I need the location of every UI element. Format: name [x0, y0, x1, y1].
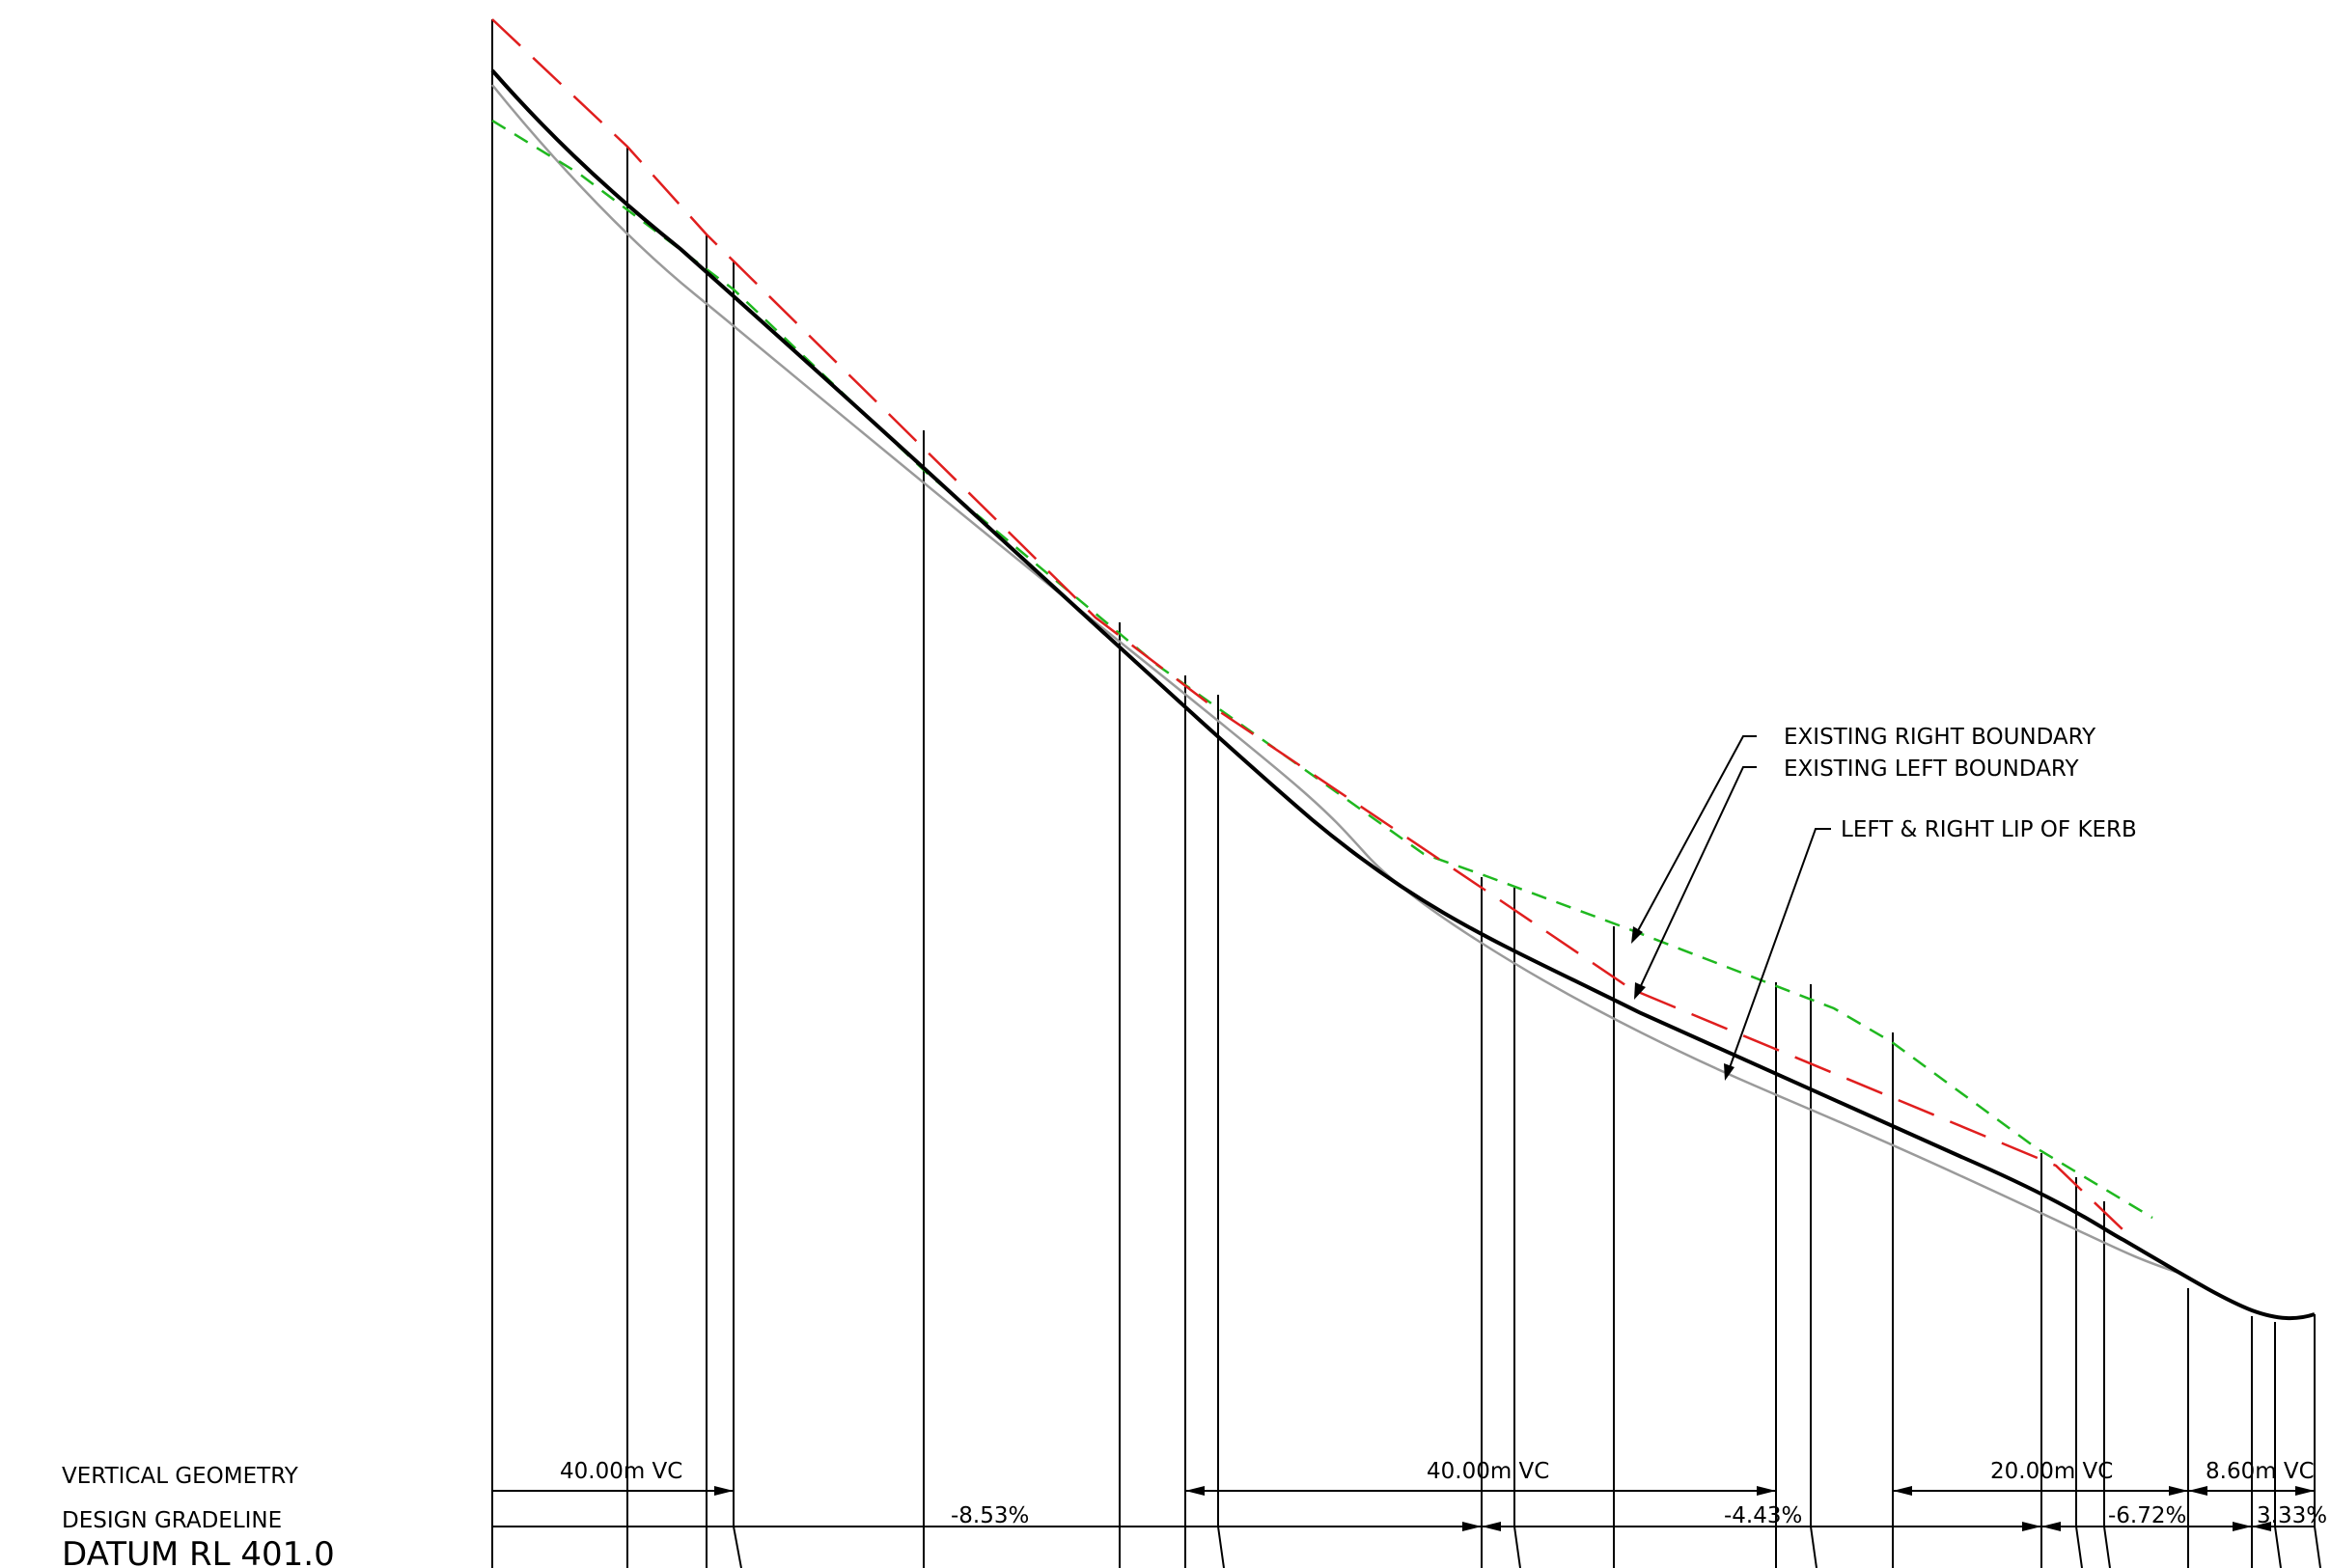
arrowhead	[1631, 926, 1643, 944]
arrowhead	[2041, 1522, 2061, 1531]
label-existing-right-boundary: EXISTING RIGHT BOUNDARY	[1784, 725, 2096, 750]
label-existing-left-boundary: EXISTING LEFT BOUNDARY	[1784, 756, 2079, 782]
vc-label: 40.00m VC	[1427, 1459, 1549, 1484]
arrowhead	[1462, 1522, 1482, 1531]
arrowhead	[714, 1486, 734, 1496]
station-line	[2075, 1177, 2083, 1568]
station-line	[1810, 984, 1818, 1568]
arrowhead	[2169, 1486, 2188, 1496]
leader-left-boundary	[1637, 766, 1757, 993]
vc-label: 40.00m VC	[560, 1459, 682, 1484]
arrowhead	[2252, 1522, 2271, 1531]
row-label-vertical-geometry: VERTICAL GEOMETRY	[62, 1464, 299, 1489]
vc-label: 20.00m VC	[1990, 1459, 2113, 1484]
vc-label: 8.60m VC	[2206, 1459, 2315, 1484]
leader-lip-of-kerb	[1727, 828, 1831, 1074]
station-line	[1217, 695, 1225, 1568]
grade-label: -4.43%	[1724, 1503, 1802, 1528]
design-gradeline-line	[490, 69, 2316, 1321]
grade-label: -6.72%	[2108, 1503, 2186, 1528]
lip-of-kerb-line	[491, 84, 2182, 1276]
arrowhead	[1757, 1486, 1776, 1496]
station-line	[733, 261, 742, 1568]
arrowhead	[1724, 1063, 1734, 1081]
station-line	[2314, 1314, 2321, 1568]
existing-right-boundary-line	[491, 119, 2153, 1220]
grade-label: -8.53%	[951, 1503, 1029, 1528]
station-line	[2274, 1322, 2282, 1568]
leader-right-boundary	[1634, 735, 1757, 937]
arrowhead	[2233, 1522, 2252, 1531]
arrowhead	[2188, 1486, 2207, 1496]
annotation-leaders	[1634, 735, 1831, 1074]
grade-arrowheads	[1462, 1522, 2271, 1531]
arrowhead	[1634, 982, 1646, 1000]
arrowhead	[1893, 1486, 1912, 1496]
row-label-datum: DATUM RL 401.0	[62, 1535, 335, 1568]
label-lip-of-kerb: LEFT & RIGHT LIP OF KERB	[1841, 817, 2137, 842]
grade-label: 3.33%	[2257, 1503, 2327, 1528]
existing-left-boundary-line	[491, 18, 2124, 1231]
arrowhead	[1482, 1522, 1501, 1531]
arrowhead	[1185, 1486, 1205, 1496]
arrowhead	[2022, 1522, 2041, 1531]
annotation-arrowheads	[1631, 926, 1734, 1081]
station-lines	[491, 19, 2321, 1568]
row-label-design-gradeline: DESIGN GRADELINE	[62, 1508, 282, 1533]
vc-arrowheads	[714, 1486, 2315, 1496]
arrowhead	[2295, 1486, 2315, 1496]
